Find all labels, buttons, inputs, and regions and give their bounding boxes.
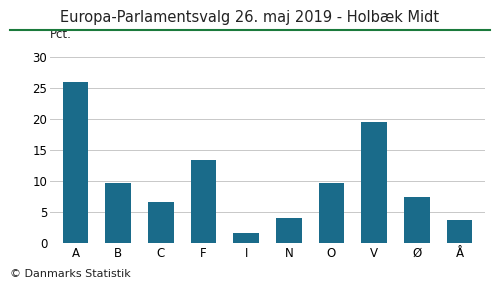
Bar: [362, 122, 387, 243]
Bar: [446, 220, 472, 243]
Text: Pct.: Pct.: [50, 28, 72, 41]
Bar: [63, 81, 88, 243]
Bar: [404, 197, 429, 243]
Bar: [190, 160, 216, 243]
Text: Europa-Parlamentsvalg 26. maj 2019 - Holbæk Midt: Europa-Parlamentsvalg 26. maj 2019 - Hol…: [60, 10, 440, 25]
Bar: [148, 202, 174, 243]
Bar: [276, 218, 301, 243]
Bar: [318, 183, 344, 243]
Text: © Danmarks Statistik: © Danmarks Statistik: [10, 269, 131, 279]
Bar: [234, 233, 259, 243]
Bar: [106, 183, 131, 243]
